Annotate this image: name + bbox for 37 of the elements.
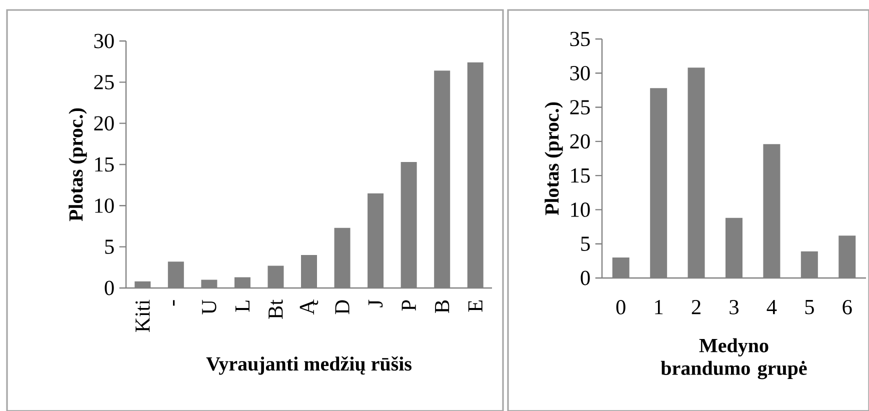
x-tick-label: E [468, 300, 482, 312]
x-tick-label: 3 [730, 300, 738, 314]
y-tick-label: 10 [571, 202, 590, 217]
x-tick-label: 1 [655, 300, 663, 314]
x-tick-label: Bt [268, 300, 283, 319]
y-tick-label: 15 [95, 157, 114, 172]
y-tick-label: 10 [95, 198, 114, 213]
y-tick-label: 20 [94, 116, 114, 131]
x-tick-label: 2 [692, 300, 700, 314]
x-tick-label: 0 [616, 300, 626, 314]
y-tick-label: 5 [581, 236, 590, 251]
y-tick-label: 15 [571, 168, 590, 183]
x-tick-label: U [202, 300, 216, 314]
x-tick-label: 5 [805, 300, 814, 314]
y-tick-label: 0 [104, 280, 114, 296]
x-tick-label: L [235, 300, 250, 312]
x-tick-label: 4 [766, 300, 777, 314]
y-tick-label: 5 [105, 240, 114, 254]
x-tick-label: B [435, 300, 450, 313]
x-tick-label: Kiti [135, 300, 150, 332]
x-axis-title: Vyraujanti medžių rūšis [206, 356, 412, 375]
y-axis-title: Plotas (proc.) [68, 108, 87, 222]
y-axis-title: Plotas (proc.) [544, 102, 563, 216]
y-tick-label: 20 [570, 134, 590, 149]
y-tick-label: 30 [94, 34, 114, 48]
x-tick-label: 6 [842, 300, 852, 314]
x-tick-label: - [173, 300, 175, 306]
y-tick-label: 0 [580, 270, 590, 286]
y-tick-label: 30 [570, 66, 590, 80]
y-tick-label: 25 [94, 75, 114, 90]
y-tick-label: 25 [570, 100, 590, 114]
y-tick-label: 35 [570, 32, 590, 46]
x-tick-label: P [402, 300, 416, 311]
x-tick-label: Ą [300, 300, 318, 315]
x-tick-label: D [335, 300, 350, 314]
x-tick-label: J [368, 300, 383, 308]
x-axis-title: Medyno brandumo grupė [660, 338, 807, 380]
